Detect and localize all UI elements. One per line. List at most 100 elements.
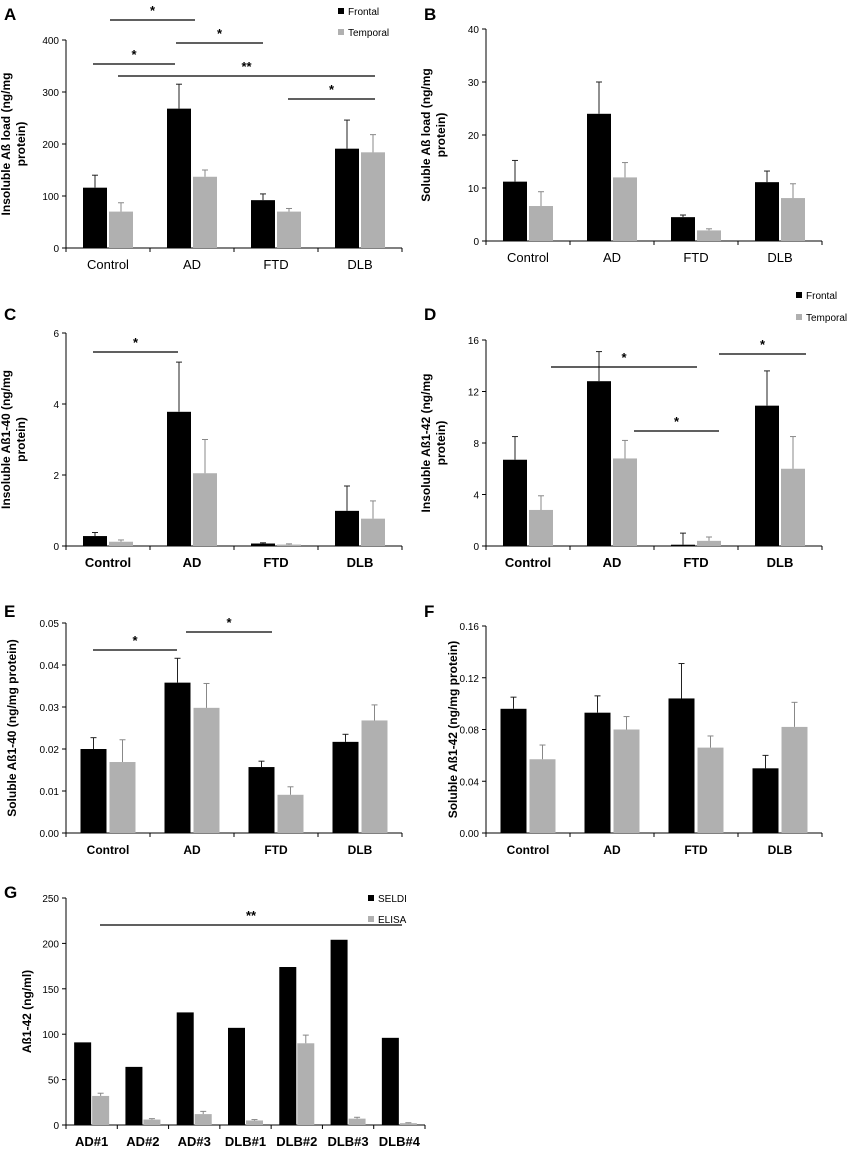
bar-elisa-dlb3 bbox=[348, 1118, 366, 1125]
bar-elisa-ad1 bbox=[92, 1095, 110, 1125]
y-tick-label: 10 bbox=[468, 184, 480, 195]
legend-label-seldi: SELDI bbox=[378, 894, 407, 905]
y-tick-label: 6 bbox=[53, 329, 59, 340]
bar-temporal-ad bbox=[193, 707, 220, 833]
panel-d: D 0 4 8 12 16 Control AD FTD DLB Insoluble Aß1-42… bbox=[419, 291, 847, 570]
y-tick-label: 0.03 bbox=[40, 703, 60, 714]
bar-temporal-control bbox=[529, 206, 553, 241]
bar-temporal-dlb bbox=[361, 518, 385, 546]
bar-temporal-ad bbox=[613, 458, 637, 546]
bar-temporal-control bbox=[109, 541, 133, 546]
bar-temporal-control bbox=[529, 759, 556, 833]
y-tick-label: 0 bbox=[53, 542, 59, 553]
bar-frontal-ftd bbox=[671, 217, 695, 241]
significance-marker: * bbox=[150, 3, 156, 18]
y-tick-label: 0 bbox=[53, 1121, 59, 1132]
legend-label-temporal: Temporal bbox=[348, 28, 389, 39]
y-axis-label: Soluble Aß load (ng/mg bbox=[419, 68, 433, 202]
y-tick-label: 0.00 bbox=[40, 829, 60, 840]
x-tick-label-control: Control bbox=[505, 555, 551, 570]
bar-frontal-control bbox=[503, 181, 527, 241]
x-tick-label-control: Control bbox=[507, 250, 549, 265]
legend-swatch-frontal bbox=[338, 8, 344, 14]
bar-frontal-dlb bbox=[755, 182, 779, 241]
bar-temporal-ftd bbox=[697, 540, 721, 546]
bar-frontal-control bbox=[500, 708, 527, 833]
x-tick-label-dlb: DLB bbox=[767, 250, 792, 265]
x-tick-label-ftd: FTD bbox=[684, 843, 708, 857]
bar-temporal-ftd bbox=[277, 794, 304, 833]
panel-a: A 0 100 200 300 400 Control AD FTD DLB Insoluble … bbox=[0, 3, 403, 272]
y-axis-label: Aß1-42 (ng/ml) bbox=[20, 970, 34, 1053]
x-tick-label-ftd: FTD bbox=[263, 257, 288, 272]
y-axis-label: protein) bbox=[14, 417, 28, 462]
panel-label-g: G bbox=[4, 883, 17, 902]
bar-frontal-ftd bbox=[248, 767, 275, 833]
y-tick-label: 0 bbox=[473, 237, 479, 248]
x-tick-label-dlb: DLB bbox=[768, 843, 793, 857]
y-tick-label: 4 bbox=[473, 491, 479, 502]
bar-frontal-ad bbox=[587, 113, 611, 241]
bar-frontal-ftd bbox=[251, 543, 275, 546]
bar-frontal-dlb bbox=[755, 405, 779, 546]
legend-swatch-temporal bbox=[338, 29, 344, 35]
panel-label-f: F bbox=[424, 602, 434, 621]
bar-temporal-dlb bbox=[781, 726, 808, 833]
panel-b: B 0 10 20 30 40 Control AD FTD DLB Soluble Aß loa… bbox=[419, 5, 823, 265]
y-tick-label: 100 bbox=[42, 192, 59, 203]
bar-temporal-control bbox=[109, 762, 136, 833]
bar-frontal-control bbox=[83, 536, 107, 546]
y-tick-label: 0.00 bbox=[460, 829, 480, 840]
y-tick-label: 0 bbox=[53, 244, 59, 255]
x-tick-label-ad: AD bbox=[603, 250, 621, 265]
y-axis-label: Insoluble Aß1-42 (ng/mg bbox=[419, 374, 433, 513]
legend-swatch-elisa bbox=[368, 916, 374, 922]
y-tick-label: 150 bbox=[42, 985, 59, 996]
legend-label-elisa: ELISA bbox=[378, 915, 407, 926]
bar-temporal-ftd bbox=[697, 230, 721, 241]
bar-frontal-dlb bbox=[752, 768, 779, 833]
y-tick-label: 200 bbox=[42, 140, 59, 151]
bar-frontal-ftd bbox=[251, 200, 275, 248]
bar-temporal-ad bbox=[613, 729, 640, 833]
bar-elisa-ad3 bbox=[194, 1114, 212, 1125]
x-tick-label-control: Control bbox=[85, 555, 131, 570]
significance-marker: ** bbox=[241, 59, 252, 74]
x-tick-label-ad: AD bbox=[183, 843, 201, 857]
y-tick-label: 4 bbox=[53, 400, 59, 411]
bar-frontal-dlb bbox=[335, 510, 359, 546]
bar-frontal-ftd bbox=[668, 698, 695, 833]
y-axis-label: Insoluble Aß1-40 (ng/mg bbox=[0, 370, 13, 509]
bar-seldi-dlb2 bbox=[279, 967, 297, 1125]
x-tick-label-ftd: FTD bbox=[263, 555, 288, 570]
y-tick-label: 300 bbox=[42, 88, 59, 99]
y-tick-label: 0.04 bbox=[40, 661, 60, 672]
bar-elisa-dlb2 bbox=[297, 1043, 315, 1125]
y-axis-label: protein) bbox=[434, 421, 448, 466]
y-tick-label: 0.05 bbox=[40, 619, 60, 630]
bar-elisa-dlb4 bbox=[399, 1123, 417, 1125]
x-tick-label-ad3: AD#3 bbox=[178, 1134, 211, 1149]
bar-temporal-ad bbox=[193, 473, 217, 546]
panel-label-a: A bbox=[4, 5, 16, 24]
legend-swatch-seldi bbox=[368, 895, 374, 901]
bar-seldi-dlb4 bbox=[381, 1037, 399, 1125]
y-tick-label: 8 bbox=[473, 439, 479, 450]
y-tick-label: 2 bbox=[53, 471, 59, 482]
bar-frontal-ad bbox=[164, 682, 191, 833]
y-tick-label: 0.16 bbox=[460, 622, 480, 633]
bar-temporal-dlb bbox=[361, 152, 385, 248]
legend-swatch-temporal bbox=[796, 314, 802, 320]
bar-seldi-ad1 bbox=[74, 1042, 92, 1125]
y-tick-label: 40 bbox=[468, 25, 480, 36]
panel-c: C 0 2 4 6 Control AD FTD DLB Insoluble Aß1-40 (n… bbox=[0, 305, 403, 570]
y-tick-label: 12 bbox=[468, 388, 480, 399]
significance-marker: * bbox=[226, 615, 232, 630]
significance-marker: * bbox=[131, 47, 137, 62]
panel-label-c: C bbox=[4, 305, 16, 324]
bar-elisa-ad2 bbox=[143, 1119, 161, 1125]
x-tick-label-ad: AD bbox=[603, 555, 622, 570]
y-tick-label: 30 bbox=[468, 78, 480, 89]
y-tick-label: 0.08 bbox=[460, 726, 480, 737]
